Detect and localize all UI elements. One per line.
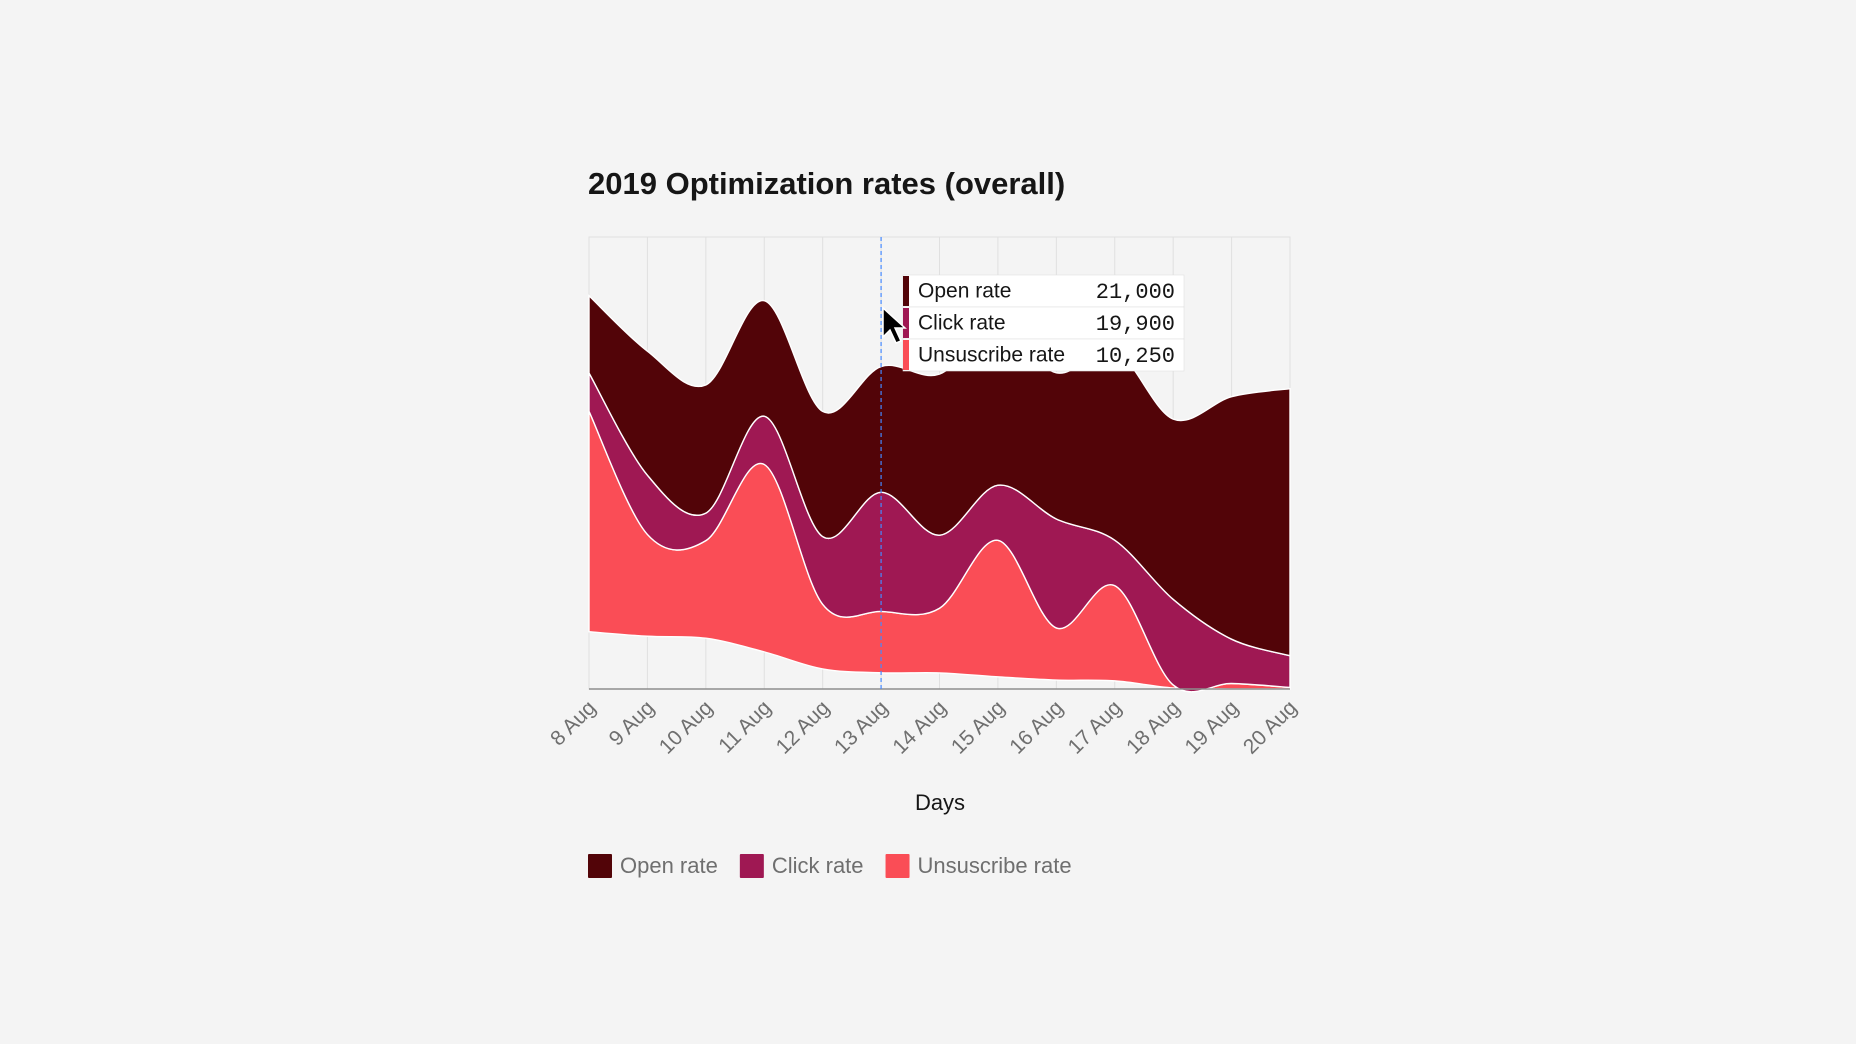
plot-area xyxy=(588,236,1291,693)
x-tick-label: 20 Aug xyxy=(1239,696,1302,759)
legend-label: Click rate xyxy=(772,853,864,878)
tooltip-row xyxy=(902,274,1185,308)
legend-label: Open rate xyxy=(620,853,718,878)
x-tick-label: 18 Aug xyxy=(1122,696,1185,759)
x-tick-label: 9 Aug xyxy=(605,696,659,750)
legend-item[interactable]: Open rate xyxy=(588,853,718,878)
x-tick-label: 17 Aug xyxy=(1064,696,1127,759)
x-tick-label: 13 Aug xyxy=(830,696,893,759)
chart-title: 2019 Optimization rates (overall) xyxy=(588,166,1065,201)
x-axis-title: Days xyxy=(915,790,965,815)
x-tick-label: 19 Aug xyxy=(1181,696,1244,759)
x-tick-label: 14 Aug xyxy=(888,696,951,759)
legend-item[interactable]: Unsuscribe rate xyxy=(885,853,1072,878)
tooltip-label: Open rate xyxy=(918,280,1011,303)
legend-label: Unsuscribe rate xyxy=(918,853,1072,878)
x-tick-label: 10 Aug xyxy=(655,696,718,759)
mouse-cursor xyxy=(882,306,907,344)
tooltip-row xyxy=(902,306,1185,340)
tooltip-swatch xyxy=(903,276,909,306)
tooltip: Open rate 21,000 Click rate 19,900 Unsuscrib… xyxy=(902,274,1185,372)
tooltip-row xyxy=(902,338,1185,372)
tooltip-label: Unsuscribe rate xyxy=(918,344,1065,367)
legend-item[interactable]: Click rate xyxy=(739,853,864,878)
x-tick-label: 16 Aug xyxy=(1005,696,1068,759)
x-tick-label: 15 Aug xyxy=(947,696,1010,759)
area xyxy=(588,294,1291,657)
tooltip-value: 10,250 xyxy=(1096,344,1175,369)
x-tick-label: 11 Aug xyxy=(714,696,775,757)
x-tick-label: 12 Aug xyxy=(772,696,835,759)
legend: Open rate Click rate Unsuscribe rate xyxy=(588,853,1072,878)
tooltip-value: 19,900 xyxy=(1096,312,1175,337)
tooltip-label: Click rate xyxy=(918,312,1006,335)
tooltip-swatch xyxy=(903,340,909,370)
legend-swatch xyxy=(588,854,612,878)
tooltip-swatch xyxy=(903,308,909,338)
x-tick-label: 8 Aug xyxy=(546,696,600,750)
legend-swatch xyxy=(885,854,910,878)
legend-swatch xyxy=(739,854,764,878)
tooltip-value: 21,000 xyxy=(1096,280,1175,305)
